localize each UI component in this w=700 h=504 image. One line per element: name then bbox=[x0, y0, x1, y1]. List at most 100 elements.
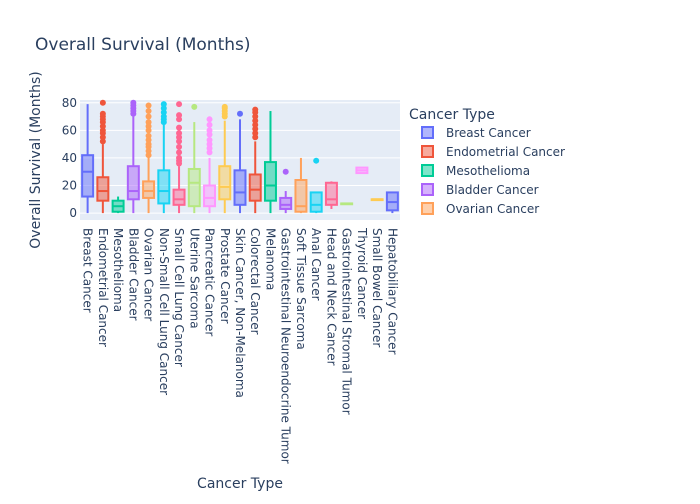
outlier-point bbox=[191, 103, 198, 110]
outlier-point bbox=[252, 121, 259, 128]
x-tick-label: Anal Cancer bbox=[309, 228, 323, 301]
y-tick-label: 40 bbox=[62, 151, 77, 165]
x-tick-label: Prostate Cancer bbox=[218, 228, 232, 324]
outlier-point bbox=[145, 119, 152, 126]
x-tick-label: Thyroid Cancer bbox=[355, 227, 369, 319]
iqr-box bbox=[187, 167, 201, 208]
box-group bbox=[324, 181, 338, 209]
outlier-point bbox=[130, 99, 137, 106]
y-tick-label: 60 bbox=[62, 123, 77, 137]
legend-swatch bbox=[421, 164, 434, 177]
outlier-point bbox=[206, 141, 213, 148]
outlier-point bbox=[145, 152, 152, 159]
legend-item: Ovarian Cancer bbox=[421, 202, 539, 216]
legend-swatch bbox=[421, 183, 434, 196]
outlier-point bbox=[145, 102, 152, 109]
iqr-box bbox=[126, 165, 140, 201]
legend-swatch bbox=[421, 145, 434, 158]
outlier-point bbox=[206, 137, 213, 143]
box-group bbox=[370, 198, 384, 202]
outlier-point bbox=[145, 148, 152, 155]
box-group bbox=[294, 157, 308, 214]
legend-label: Bladder Cancer bbox=[446, 183, 539, 197]
x-tick-label: Melanoma bbox=[263, 228, 277, 290]
box-group bbox=[218, 103, 232, 214]
outlier-point bbox=[145, 127, 152, 134]
iqr-box bbox=[324, 181, 338, 206]
outlier-point bbox=[206, 127, 213, 134]
outlier-point bbox=[206, 149, 213, 156]
iqr-box bbox=[172, 188, 186, 206]
x-tick-label: Ovarian Cancer bbox=[142, 228, 156, 321]
outlier-point bbox=[145, 108, 152, 115]
outlier-point bbox=[99, 134, 106, 141]
outlier-point bbox=[206, 121, 213, 128]
box-group bbox=[157, 101, 171, 214]
iqr-box bbox=[218, 165, 232, 201]
outlier-point bbox=[176, 101, 183, 108]
legend-item: Endometrial Cancer bbox=[421, 145, 565, 159]
legend-label: Mesothelioma bbox=[446, 164, 530, 178]
iqr-box bbox=[263, 161, 277, 202]
outlier-point bbox=[252, 125, 259, 132]
outlier-point bbox=[252, 106, 259, 113]
chart-title: Overall Survival (Months) bbox=[35, 35, 251, 55]
box-group bbox=[187, 103, 201, 214]
box-group bbox=[111, 196, 125, 214]
box-group bbox=[203, 116, 217, 214]
box-group bbox=[263, 111, 277, 214]
x-tick-label: Colorectal Cancer bbox=[248, 228, 262, 335]
x-tick-label: Mesothelioma bbox=[111, 228, 125, 312]
legend-label: Ovarian Cancer bbox=[446, 202, 539, 216]
x-tick-label: Soft Tissue Sarcoma bbox=[294, 228, 308, 350]
box-group bbox=[309, 157, 323, 214]
y-tick-label: 80 bbox=[62, 96, 77, 110]
box-group bbox=[355, 166, 369, 175]
legend-item: Bladder Cancer bbox=[421, 183, 539, 197]
x-tick-label: Non-Small Cell Lung Cancer bbox=[157, 228, 171, 395]
outlier-point bbox=[145, 113, 152, 120]
box-group bbox=[126, 99, 140, 214]
outlier-point bbox=[160, 113, 167, 120]
y-tick-label: 0 bbox=[69, 206, 77, 220]
outlier-point bbox=[160, 109, 167, 116]
x-tick-label: Small Cell Lung Cancer bbox=[172, 228, 186, 367]
outlier-point bbox=[145, 132, 152, 139]
outlier-point bbox=[99, 138, 106, 145]
outlier-point bbox=[282, 168, 289, 175]
iqr-box bbox=[203, 184, 217, 208]
legend-item: Breast Cancer bbox=[421, 126, 531, 140]
iqr-box bbox=[157, 169, 171, 205]
x-tick-label: Gastrointestinal Neuroendocrine Tumor bbox=[279, 228, 293, 464]
box-group bbox=[96, 99, 110, 214]
x-tick-label: Endometrial Cancer bbox=[96, 228, 110, 347]
iqr-box bbox=[279, 196, 293, 210]
outlier-point bbox=[99, 110, 106, 117]
outlier-point bbox=[313, 157, 320, 164]
x-tick-label: Breast Cancer bbox=[81, 228, 95, 313]
outlier-point bbox=[176, 154, 183, 161]
outlier-point bbox=[252, 117, 259, 124]
outlier-point bbox=[145, 123, 152, 130]
x-tick-label: Head and Neck Cancer bbox=[324, 228, 338, 366]
outlier-point bbox=[176, 116, 183, 123]
legend-title: Cancer Type bbox=[409, 107, 495, 123]
outlier-point bbox=[176, 112, 183, 119]
outlier-point bbox=[145, 137, 152, 143]
x-tick-label: Uterine Sarcoma bbox=[187, 228, 201, 329]
iqr-box bbox=[248, 173, 262, 202]
x-tick-label: Pancreatic Cancer bbox=[203, 228, 217, 336]
outlier-point bbox=[176, 124, 183, 131]
outlier-point bbox=[160, 101, 167, 108]
box-group bbox=[233, 110, 247, 214]
box-group bbox=[172, 101, 186, 214]
outlier-point bbox=[176, 149, 183, 156]
outlier-point bbox=[145, 141, 152, 148]
outlier-point bbox=[206, 131, 213, 138]
outlier-point bbox=[160, 105, 167, 112]
outlier-point bbox=[176, 134, 183, 141]
legend-label: Endometrial Cancer bbox=[446, 145, 565, 159]
legend-swatch bbox=[421, 126, 434, 139]
x-tick-label: Gastrointestinal Stromal Tumor bbox=[340, 228, 354, 415]
